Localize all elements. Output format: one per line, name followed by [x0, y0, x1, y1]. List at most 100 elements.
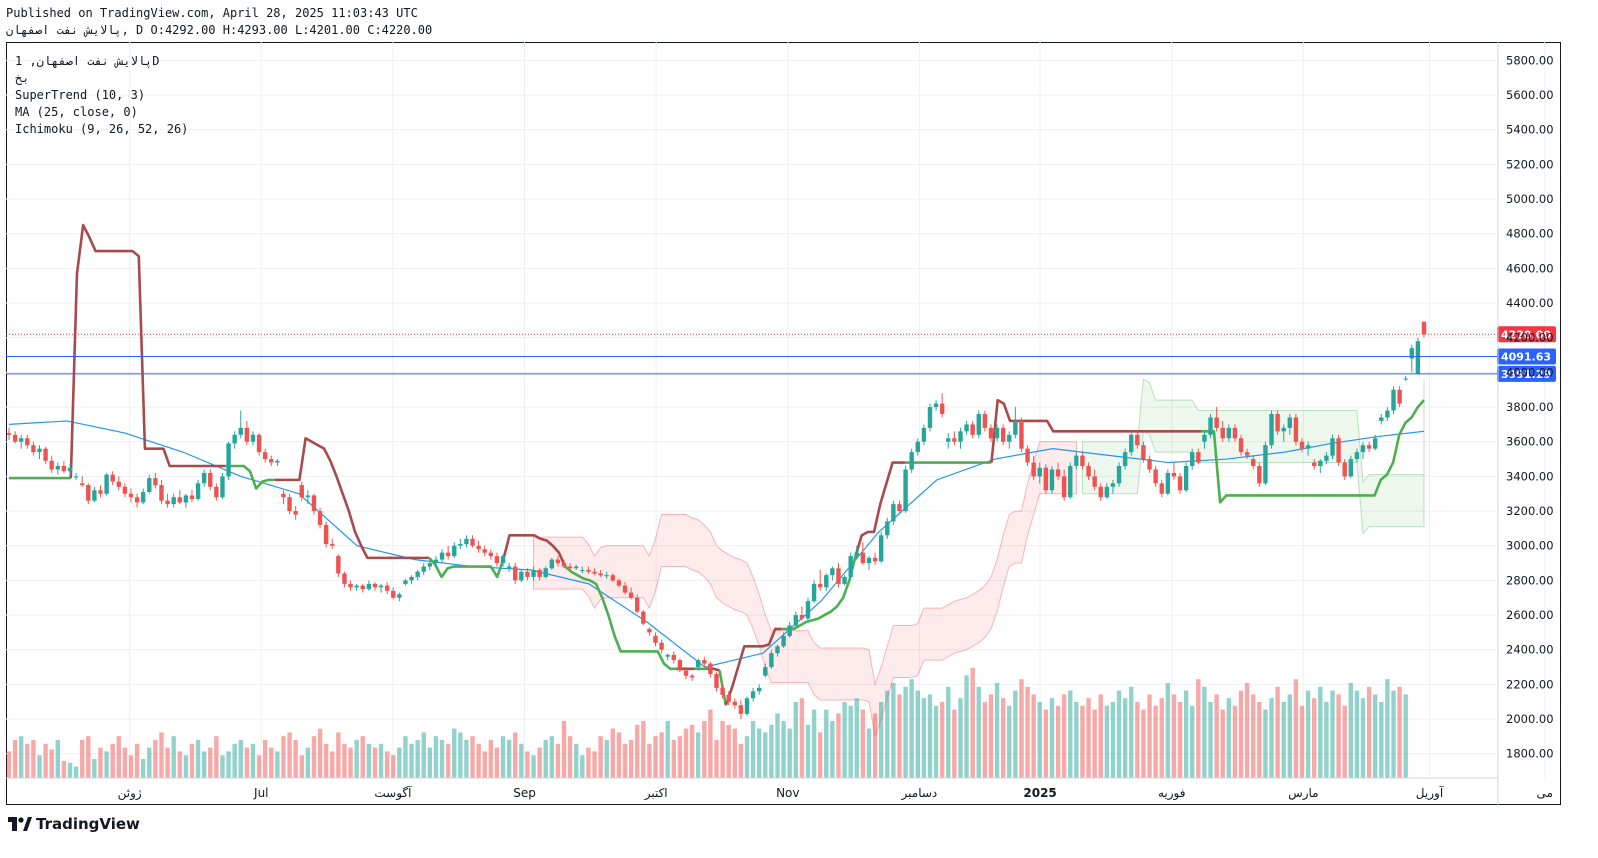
candle-body[interactable] [1275, 414, 1280, 432]
candle-body[interactable] [128, 493, 134, 498]
candle-body[interactable] [342, 573, 347, 584]
candle-body[interactable] [299, 485, 304, 498]
candle-body[interactable] [86, 485, 91, 501]
candle-body[interactable] [159, 485, 164, 501]
candle-body[interactable] [1220, 427, 1225, 439]
candle-body[interactable] [1214, 417, 1219, 428]
candle-body[interactable] [79, 483, 85, 486]
candle-body[interactable] [37, 448, 42, 453]
candle-body[interactable] [134, 497, 140, 503]
candle-body[interactable] [982, 414, 988, 428]
candle-body[interactable] [98, 490, 103, 494]
candle-body[interactable] [1007, 434, 1012, 442]
candle-body[interactable] [1257, 466, 1262, 484]
candle-body[interactable] [671, 654, 677, 661]
candle-body[interactable] [1000, 427, 1006, 442]
candle-body[interactable] [1287, 417, 1293, 428]
candle-body[interactable] [1104, 486, 1110, 498]
candle-body[interactable] [1366, 445, 1372, 449]
candle-body[interactable] [317, 511, 323, 525]
candle-body[interactable] [1019, 420, 1024, 449]
candle-body[interactable] [147, 478, 152, 492]
candle-body[interactable] [958, 431, 963, 442]
candle-body[interactable] [323, 524, 329, 544]
candle-body[interactable] [1348, 459, 1354, 477]
candle-body[interactable] [1324, 455, 1329, 461]
candle-body[interactable] [817, 583, 823, 588]
candle-body[interactable] [891, 504, 896, 522]
candle-body[interactable] [708, 663, 713, 674]
candle-body[interactable] [610, 575, 616, 581]
candle-body[interactable] [909, 452, 914, 470]
candle-body[interactable] [1318, 460, 1323, 466]
candle-body[interactable] [1086, 466, 1091, 477]
candle-body[interactable] [384, 585, 390, 591]
candle-body[interactable] [262, 452, 268, 460]
footer-brand[interactable]: TradingView [8, 815, 140, 833]
candle-body[interactable] [549, 559, 555, 569]
candle-body[interactable] [1092, 476, 1097, 487]
candle-body[interactable] [1202, 434, 1207, 442]
candle-body[interactable] [744, 698, 750, 714]
candle-body[interactable] [452, 545, 457, 557]
candle-body[interactable] [1116, 466, 1122, 484]
candle-body[interactable] [1269, 414, 1274, 446]
candle-body[interactable] [842, 576, 847, 584]
candle-body[interactable] [1312, 462, 1317, 466]
candle-body[interactable] [122, 486, 128, 494]
candle-body[interactable] [1208, 417, 1213, 435]
candle-body[interactable] [140, 492, 146, 503]
candle-body[interactable] [1055, 469, 1061, 477]
candle-body[interactable] [330, 544, 335, 546]
candle-body[interactable] [488, 552, 494, 557]
candle-body[interactable] [1385, 410, 1390, 418]
candle-body[interactable] [238, 427, 243, 435]
candle-body[interactable] [208, 472, 213, 487]
candle-body[interactable] [537, 570, 542, 577]
candle-body[interactable] [1129, 434, 1134, 453]
candle-body[interactable] [110, 474, 115, 482]
candle-body[interactable] [354, 585, 359, 588]
candle-body[interactable] [43, 448, 48, 461]
candle-body[interactable] [622, 585, 628, 593]
candle-body[interactable] [872, 557, 878, 562]
candle-body[interactable] [1110, 483, 1116, 487]
candle-body[interactable] [830, 568, 835, 576]
candle-body[interactable] [1360, 445, 1366, 453]
candle-body[interactable] [939, 403, 945, 414]
candle-body[interactable] [860, 552, 866, 564]
candle-body[interactable] [885, 521, 890, 536]
candle-body[interactable] [616, 580, 622, 586]
candle-body[interactable] [732, 701, 737, 706]
candle-body[interactable] [1165, 472, 1171, 494]
candle-body[interactable] [781, 635, 786, 647]
candle-body[interactable] [1153, 469, 1158, 484]
candle-body[interactable] [946, 438, 951, 442]
candle-body[interactable] [49, 460, 54, 470]
candle-body[interactable] [683, 670, 689, 676]
candle-body[interactable] [171, 497, 176, 505]
candle-body[interactable] [641, 611, 646, 624]
candle-body[interactable] [12, 434, 18, 442]
candle-body[interactable] [970, 424, 975, 435]
candle-body[interactable] [1373, 438, 1378, 449]
candle-body[interactable] [214, 486, 219, 498]
candle-body[interactable] [1305, 445, 1311, 449]
candle-body[interactable] [555, 559, 561, 564]
candle-body[interactable] [738, 705, 744, 714]
candle-body[interactable] [61, 466, 67, 472]
candle-body[interactable] [604, 575, 609, 577]
candle-body[interactable] [726, 694, 731, 702]
candle-body[interactable] [31, 445, 36, 453]
candle-body[interactable] [775, 646, 780, 654]
candle-body[interactable] [1379, 417, 1384, 421]
candle-body[interactable] [561, 563, 567, 567]
candle-body[interactable] [1080, 455, 1085, 466]
candle-body[interactable] [104, 474, 109, 494]
candle-body[interactable] [287, 497, 292, 512]
candle-body[interactable] [1068, 466, 1073, 498]
candle-body[interactable] [433, 559, 439, 564]
candle-body[interactable] [628, 592, 634, 598]
candle-body[interactable] [1013, 420, 1018, 435]
candle-body[interactable] [1037, 467, 1042, 477]
